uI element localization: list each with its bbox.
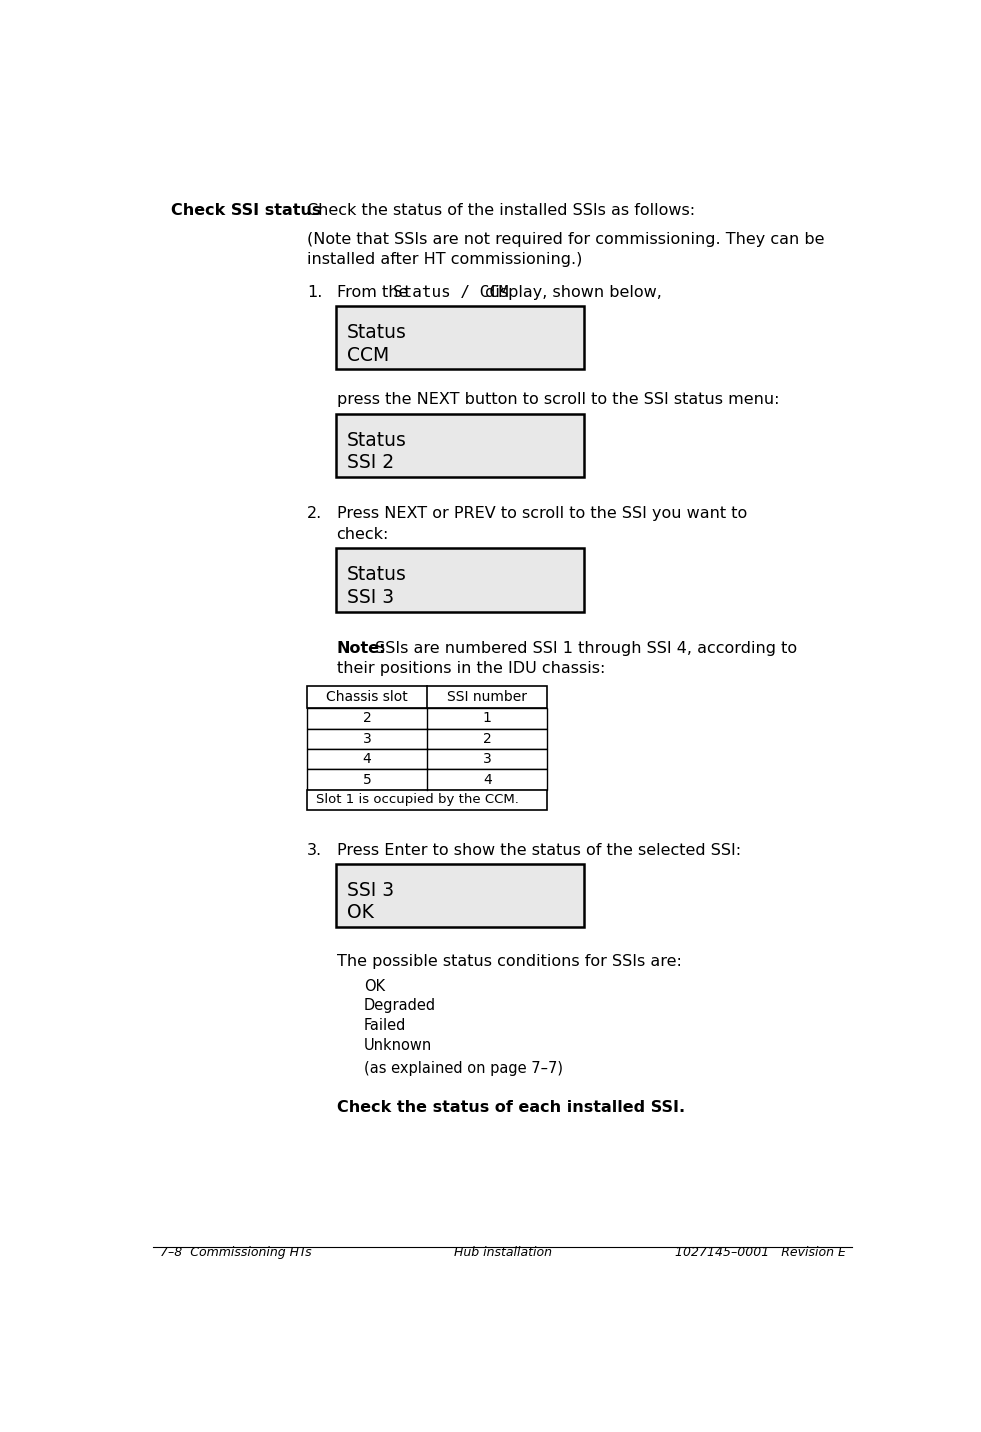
Text: Check the status of each installed SSI.: Check the status of each installed SSI.: [336, 1100, 685, 1114]
Text: 2.: 2.: [307, 507, 323, 521]
Text: 1027145–0001   Revision E: 1027145–0001 Revision E: [675, 1246, 846, 1259]
Text: 4: 4: [363, 752, 372, 766]
Bar: [307, 686, 547, 709]
Text: Check SSI status: Check SSI status: [171, 203, 321, 218]
Text: 3: 3: [483, 752, 491, 766]
Bar: [336, 863, 584, 927]
Text: OK: OK: [364, 979, 385, 994]
Text: Failed: Failed: [364, 1018, 406, 1032]
Text: press the NEXT button to scroll to the SSI status menu:: press the NEXT button to scroll to the S…: [336, 392, 779, 408]
Text: display, shown below,: display, shown below,: [480, 285, 662, 299]
Bar: [336, 306, 584, 369]
Text: Check the status of the installed SSIs as follows:: Check the status of the installed SSIs a…: [307, 203, 696, 218]
Text: Status: Status: [346, 431, 406, 450]
Text: Note:: Note:: [336, 640, 387, 656]
Text: Hub installation: Hub installation: [454, 1246, 551, 1259]
Text: SSI 3: SSI 3: [346, 881, 393, 901]
Text: 1: 1: [483, 712, 491, 726]
Text: 2: 2: [483, 732, 491, 746]
Text: (as explained on page 7–7): (as explained on page 7–7): [364, 1061, 563, 1077]
Text: Status / CCM: Status / CCM: [393, 285, 508, 299]
Text: CCM: CCM: [346, 345, 388, 365]
Bar: [307, 769, 547, 790]
Text: 1.: 1.: [307, 285, 323, 299]
Bar: [307, 790, 547, 811]
Text: installed after HT commissioning.): installed after HT commissioning.): [307, 252, 583, 268]
Text: The possible status conditions for SSIs are:: The possible status conditions for SSIs …: [336, 954, 682, 969]
Bar: [336, 414, 584, 477]
Bar: [307, 749, 547, 769]
Text: Status: Status: [346, 566, 406, 584]
Text: 3: 3: [363, 732, 372, 746]
Text: Status: Status: [346, 324, 406, 342]
Text: their positions in the IDU chassis:: their positions in the IDU chassis:: [336, 662, 605, 676]
Text: SSI 2: SSI 2: [346, 454, 393, 473]
Text: Press NEXT or PREV to scroll to the SSI you want to: Press NEXT or PREV to scroll to the SSI …: [336, 507, 747, 521]
Text: (Note that SSIs are not required for commissioning. They can be: (Note that SSIs are not required for com…: [307, 232, 825, 246]
Text: Chassis slot: Chassis slot: [327, 690, 408, 705]
Text: Press Enter to show the status of the selected SSI:: Press Enter to show the status of the se…: [336, 842, 741, 858]
Text: SSIs are numbered SSI 1 through SSI 4, according to: SSIs are numbered SSI 1 through SSI 4, a…: [370, 640, 797, 656]
Text: 4: 4: [483, 772, 491, 786]
Text: check:: check:: [336, 527, 388, 541]
Text: SSI 3: SSI 3: [346, 587, 393, 607]
Text: Slot 1 is occupied by the CCM.: Slot 1 is occupied by the CCM.: [317, 793, 519, 806]
Text: Degraded: Degraded: [364, 998, 436, 1014]
Text: SSI number: SSI number: [447, 690, 527, 705]
Text: OK: OK: [346, 904, 374, 922]
Bar: [336, 548, 584, 611]
Text: 2: 2: [363, 712, 372, 726]
Text: 7–8  Commissioning HTs: 7–8 Commissioning HTs: [160, 1246, 311, 1259]
Text: 5: 5: [363, 772, 372, 786]
Bar: [307, 729, 547, 749]
Text: Unknown: Unknown: [364, 1038, 432, 1053]
Bar: [307, 709, 547, 729]
Text: From the: From the: [336, 285, 413, 299]
Text: 3.: 3.: [307, 842, 322, 858]
